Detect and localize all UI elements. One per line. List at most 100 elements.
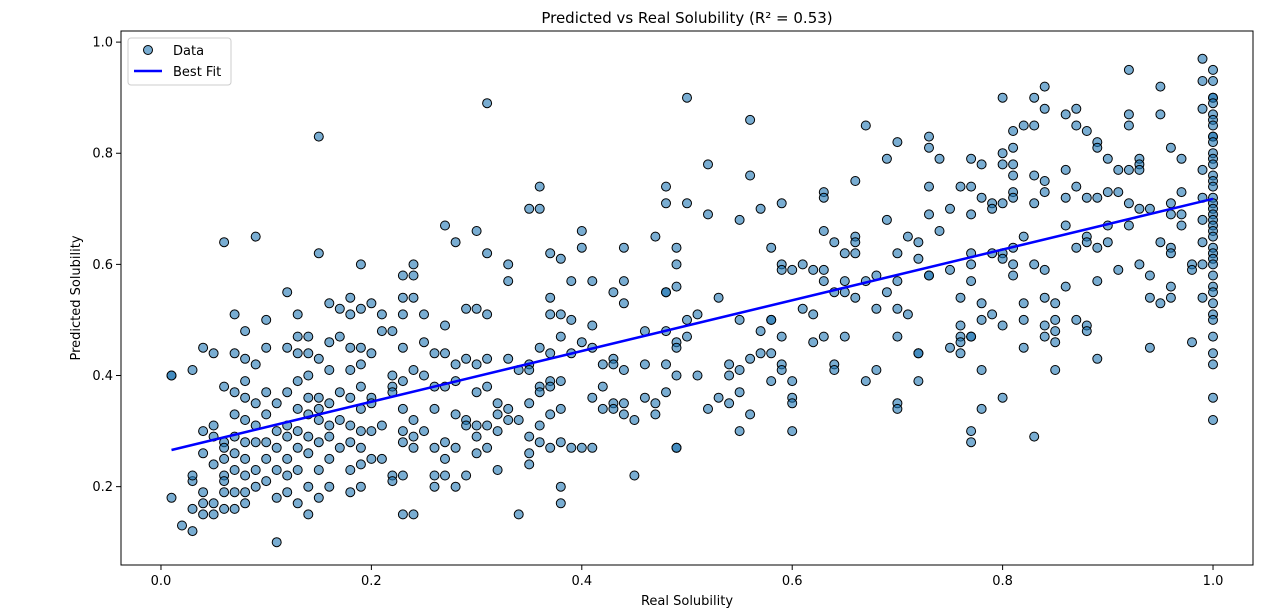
data-point [1208, 348, 1218, 359]
data-point [1071, 120, 1082, 131]
data-point [1039, 331, 1050, 342]
data-point [1060, 220, 1071, 231]
data-point [1144, 292, 1155, 303]
data-point [703, 159, 713, 170]
data-point [808, 264, 819, 275]
data-point [261, 314, 272, 325]
x-tick-label: 0.8 [992, 574, 1013, 589]
data-point [313, 392, 324, 403]
data-point [1039, 264, 1050, 275]
data-point [1208, 298, 1218, 309]
data-point [282, 487, 293, 498]
data-point [240, 376, 251, 387]
data-point [198, 498, 209, 509]
data-point [219, 381, 230, 392]
data-point [829, 365, 840, 375]
data-point [818, 226, 829, 236]
data-point [219, 503, 230, 514]
data-point [440, 348, 450, 359]
data-point [471, 303, 482, 314]
data-point [1050, 365, 1061, 375]
data-point [282, 453, 293, 464]
data-point [734, 214, 745, 225]
data-point [219, 476, 230, 487]
data-point [766, 314, 777, 325]
data-point [1018, 342, 1029, 353]
data-point [924, 209, 934, 220]
data-point [1208, 270, 1218, 281]
data-point [440, 453, 450, 464]
data-point [303, 448, 314, 459]
data-point [419, 309, 429, 320]
data-point [334, 303, 345, 314]
plot-area [120, 30, 1254, 566]
data-point [408, 259, 419, 270]
data-point [850, 248, 861, 259]
y-tick-label: 0.6 [92, 258, 113, 273]
data-point [566, 276, 577, 287]
data-point [576, 337, 587, 348]
data-point [955, 337, 966, 348]
data-point [661, 287, 671, 298]
data-point [345, 420, 356, 431]
data-point [324, 398, 335, 409]
data-point [913, 348, 924, 359]
data-point [1092, 353, 1103, 364]
data-point [839, 276, 850, 287]
data-point [945, 264, 955, 275]
data-point [282, 342, 293, 353]
data-point [997, 392, 1008, 403]
data-point [608, 287, 619, 298]
data-point [1092, 276, 1103, 287]
data-point [650, 409, 661, 420]
data-point [987, 203, 998, 214]
data-point [482, 248, 493, 259]
data-point [1176, 153, 1187, 164]
data-point [1102, 237, 1113, 248]
data-point [860, 376, 871, 387]
data-point [892, 303, 903, 314]
data-point [1039, 292, 1050, 303]
data-point [440, 320, 450, 331]
data-point [892, 276, 903, 287]
data-point [618, 276, 629, 287]
data-point [240, 437, 251, 448]
data-point [387, 370, 398, 381]
data-point [240, 415, 251, 425]
data-point [313, 131, 324, 142]
data-point [482, 381, 493, 392]
data-point [955, 348, 966, 359]
data-point [797, 259, 808, 270]
data-point [1008, 259, 1019, 270]
data-point [334, 387, 345, 398]
data-point [1197, 53, 1208, 64]
data-point [240, 326, 251, 337]
data-point [1008, 126, 1019, 136]
data-point [1155, 109, 1166, 120]
data-point [355, 442, 366, 453]
data-point [1208, 392, 1218, 403]
data-point [271, 537, 282, 548]
data-point [1081, 326, 1092, 337]
x-tick-label: 0.2 [361, 574, 382, 589]
data-point [566, 314, 577, 325]
data-point [1008, 192, 1019, 203]
data-point [734, 365, 745, 375]
data-point [955, 181, 966, 192]
data-point [450, 359, 461, 370]
data-point [976, 159, 987, 170]
data-point [376, 326, 387, 337]
data-point [166, 370, 177, 381]
data-point [555, 437, 566, 448]
data-point [387, 476, 398, 487]
data-point [461, 303, 472, 314]
data-point [1050, 298, 1061, 309]
data-point [555, 481, 566, 492]
chart-title: Predicted vs Real Solubility (R² = 0.53) [541, 9, 832, 27]
data-point [871, 365, 882, 375]
data-point [355, 359, 366, 370]
data-point [966, 153, 977, 164]
data-point [713, 392, 724, 403]
data-point [545, 381, 556, 392]
data-point [1208, 331, 1218, 342]
